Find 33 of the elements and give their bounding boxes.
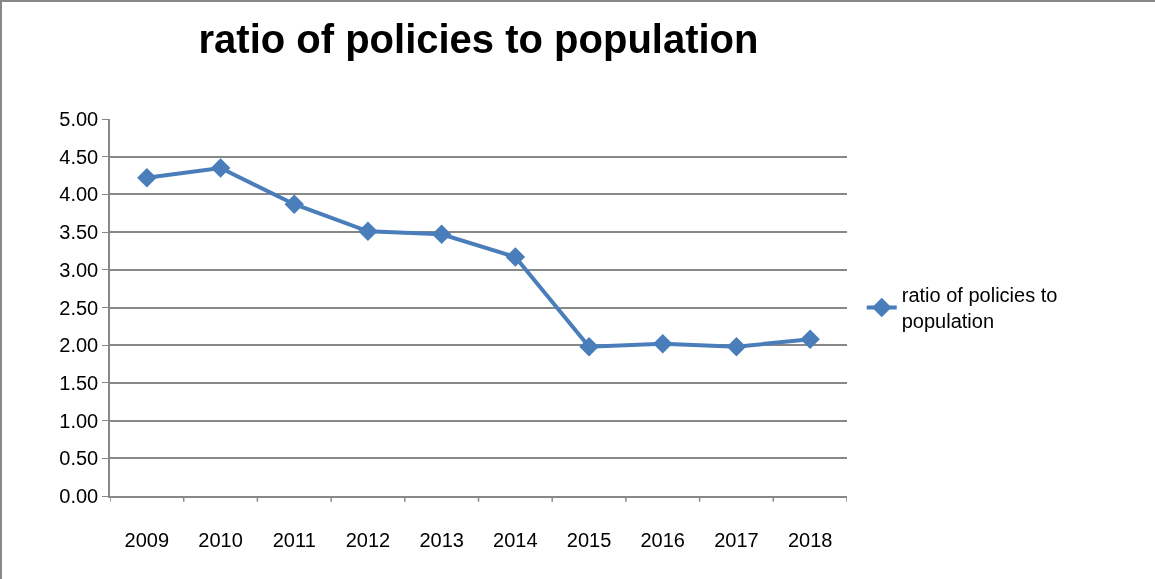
x-tick-label: 2013 bbox=[419, 528, 464, 551]
x-tick-label: 2018 bbox=[787, 528, 833, 551]
x-tick-label: 2011 bbox=[272, 528, 316, 551]
x-tick-label: 2016 bbox=[640, 528, 685, 551]
y-tick-label: 0.50 bbox=[59, 447, 99, 470]
point bbox=[800, 329, 820, 349]
point bbox=[579, 336, 599, 357]
y-tick-label: 2.50 bbox=[59, 296, 99, 319]
point bbox=[505, 247, 526, 267]
y-tick-label: 1.50 bbox=[59, 371, 99, 394]
x-tick-label: 2015 bbox=[566, 528, 612, 551]
x-tick-label: 2014 bbox=[493, 528, 538, 551]
y-tick-label: 2.00 bbox=[59, 334, 99, 357]
x-tick-label: 2012 bbox=[345, 528, 391, 551]
point bbox=[431, 224, 452, 245]
point bbox=[137, 168, 157, 188]
point bbox=[653, 333, 673, 354]
point bbox=[726, 336, 747, 357]
y-tick-label: 4.50 bbox=[59, 145, 99, 168]
point bbox=[210, 158, 231, 178]
y-tick-label: 0.00 bbox=[59, 485, 99, 507]
point bbox=[358, 221, 378, 242]
x-tick-label: 2009 bbox=[124, 528, 170, 551]
x-tick-label: 2017 bbox=[714, 528, 759, 551]
legend-label: ratio of policies to population bbox=[901, 284, 1058, 333]
x-tick-label: 2010 bbox=[198, 528, 243, 551]
y-tick-label: 3.50 bbox=[59, 221, 99, 244]
y-tick-label: 5.00 bbox=[59, 108, 99, 130]
y-tick-label: 4.00 bbox=[59, 183, 99, 206]
y-tick-label: 1.00 bbox=[59, 409, 99, 432]
chart-title: ratio of policies to population bbox=[198, 17, 759, 62]
point bbox=[284, 194, 304, 214]
y-tick-label: 3.00 bbox=[59, 258, 99, 281]
